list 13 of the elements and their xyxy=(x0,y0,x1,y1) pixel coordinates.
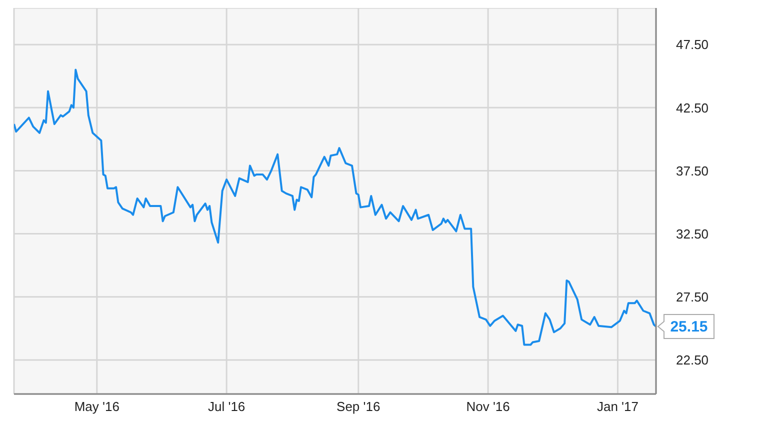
x-tick-label: Sep '16 xyxy=(336,399,380,414)
y-tick-label: 22.50 xyxy=(676,352,709,368)
y-tick-label: 32.50 xyxy=(676,226,709,242)
annotation: 25.15 xyxy=(670,318,708,336)
line-series xyxy=(14,68,656,346)
x-tick-label: May '16 xyxy=(74,399,120,414)
x-tick-label: Jan '17 xyxy=(596,399,638,414)
x-tick-label: Nov '16 xyxy=(466,399,510,414)
y-tick-label: 37.50 xyxy=(676,163,709,178)
y-tick-label: 27.50 xyxy=(676,289,709,304)
y-tick-label: 42.50 xyxy=(676,100,709,116)
x-tick-label: Jul '16 xyxy=(208,399,246,414)
y-tick-label: 47.50 xyxy=(676,37,709,52)
